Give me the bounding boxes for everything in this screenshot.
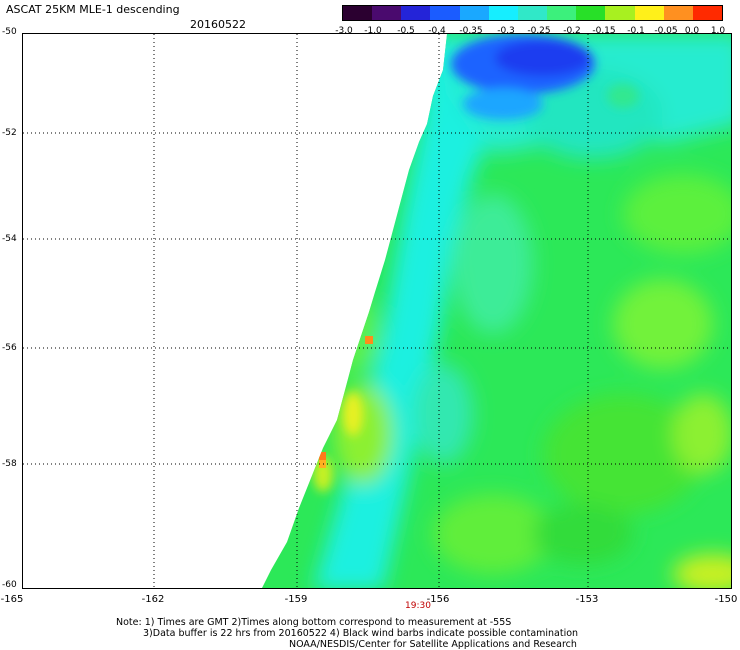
color-swatch [343, 6, 373, 20]
latitude-label: -54 [2, 234, 17, 244]
color-swatch [430, 6, 460, 20]
color-tick-label: -3.0 [335, 26, 353, 36]
color-swatch [372, 6, 402, 20]
color-tick-label: 0.0 [684, 26, 700, 36]
color-tick-label: -1.0 [364, 26, 382, 36]
latitude-label: -52 [2, 128, 17, 138]
longitude-label: -162 [141, 594, 165, 605]
color-tick-label: -0.2 [563, 26, 581, 36]
latitude-label: -60 [2, 580, 17, 590]
color-tick-label: -0.25 [527, 26, 551, 36]
longitude-label: -156 [426, 594, 450, 605]
color-swatch [663, 6, 693, 20]
color-tick-label: -0.05 [654, 26, 678, 36]
graticule [23, 34, 731, 588]
latitude-label: -50 [2, 27, 17, 37]
longitude-label: -165 [0, 594, 24, 605]
color-swatch [605, 6, 635, 20]
color-tick-label: -0.5 [397, 26, 415, 36]
color-swatch [401, 6, 431, 20]
color-swatch [634, 6, 664, 20]
longitude-label: -159 [284, 594, 308, 605]
color-swatch [576, 6, 606, 20]
color-tick-label: -0.3 [497, 26, 515, 36]
longitude-label: -153 [575, 594, 599, 605]
latitude-label: -58 [2, 459, 17, 469]
color-scale-bar [342, 5, 723, 21]
color-tick-label: -0.35 [459, 26, 483, 36]
color-swatch [547, 6, 577, 20]
color-swatch [692, 6, 723, 20]
pass-time-label: 19:30 [405, 601, 431, 611]
color-tick-label: -0.15 [592, 26, 616, 36]
color-tick-label: 1.0 [710, 26, 726, 36]
longitude-label: -150 [714, 594, 738, 605]
swath-image [23, 34, 731, 588]
color-tick-label: -0.1 [627, 26, 645, 36]
latitude-label: -56 [2, 343, 17, 353]
footnote-credit: NOAA/NESDIS/Center for Satellite Applica… [289, 639, 577, 650]
color-swatch [517, 6, 548, 20]
color-scale-labels: -3.0 -1.0 -0.5 -0.4 -0.35 -0.3 -0.25 -0.… [330, 26, 740, 38]
footnote-line-2: 3)Data buffer is 22 hrs from 20160522 4)… [143, 628, 579, 639]
color-swatch [488, 6, 518, 20]
product-title: ASCAT 25KM MLE-1 descending [6, 3, 180, 16]
color-swatch [459, 6, 489, 20]
wind-map-plot [22, 33, 732, 589]
footnote-line-1: Note: 1) Times are GMT 2)Times along bot… [116, 617, 512, 628]
product-date: 20160522 [190, 18, 246, 31]
color-tick-label: -0.4 [428, 26, 446, 36]
